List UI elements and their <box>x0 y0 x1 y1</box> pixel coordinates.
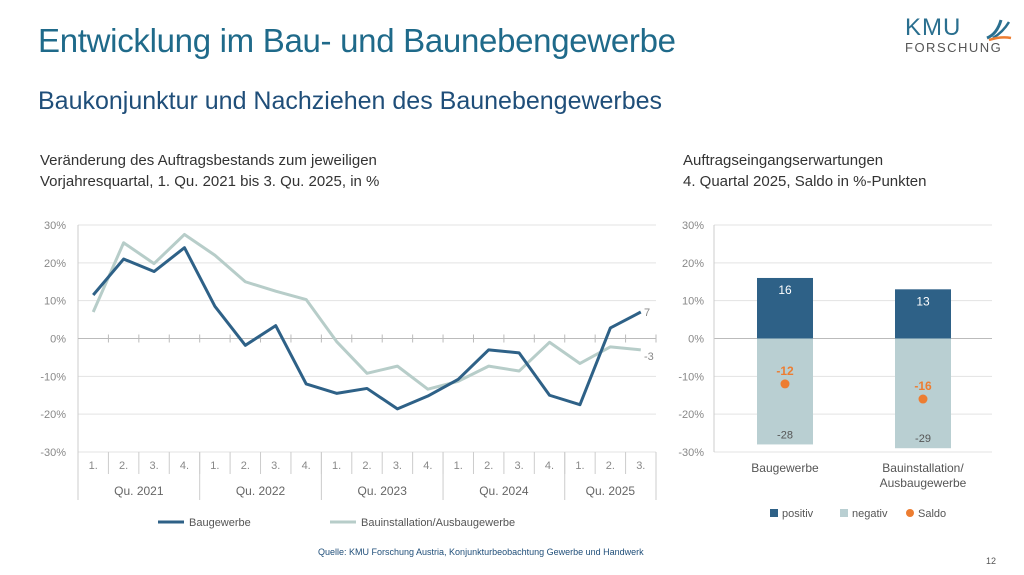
legend-label: Baugewerbe <box>189 517 251 529</box>
x-tick-label: 2. <box>241 460 250 472</box>
line-chart-title: Veränderung des Auftragsbestands zum jew… <box>40 150 379 192</box>
bar-label-negativ: -28 <box>777 429 793 441</box>
legend-label: negativ <box>852 508 888 520</box>
x-group-label: Qu. 2024 <box>479 484 529 498</box>
bar-label-positiv: 13 <box>916 294 930 308</box>
x-group-label: Qu. 2021 <box>114 484 164 498</box>
bar-positiv <box>895 289 951 339</box>
y-tick-label: 0% <box>50 334 66 346</box>
bar-positiv <box>757 277 813 339</box>
x-tick-label: 1. <box>332 460 341 472</box>
x-group-label: Qu. 2023 <box>358 484 408 498</box>
x-tick-label: 3. <box>515 460 524 472</box>
saldo-label: -16 <box>914 379 932 393</box>
legend-label: Saldo <box>918 508 946 520</box>
x-tick-label: 4. <box>302 460 311 472</box>
page-number: 12 <box>986 556 997 566</box>
x-tick-label: 2. <box>606 460 615 472</box>
line-chart-title-line-2: Vorjahresquartal, 1. Qu. 2021 bis 3. Qu.… <box>40 173 380 190</box>
x-tick-label: 2. <box>362 460 371 472</box>
bar-chart-title-line-1: Auftragseingangserwartungen <box>683 152 884 169</box>
logo-text-forschung: FORSCHUNG <box>905 40 1003 55</box>
y-tick-label: -10% <box>678 371 704 383</box>
saldo-marker <box>918 394 928 404</box>
x-category-label: Baugewerbe <box>751 461 819 475</box>
legend-label: Bauinstallation/Ausbaugewerbe <box>361 517 515 529</box>
legend-swatch <box>770 509 778 517</box>
line-chart-title-line-1: Veränderung des Auftragsbestands zum jew… <box>40 152 377 169</box>
legend-swatch <box>906 509 914 517</box>
x-tick-label: 3. <box>271 460 280 472</box>
y-tick-label: 30% <box>44 220 66 232</box>
x-category-label: Bauinstallation/ <box>882 461 964 475</box>
kmu-logo: KMU FORSCHUNG <box>905 14 1015 55</box>
source-note: Quelle: KMU Forschung Austria, Konjunktu… <box>318 547 644 557</box>
y-tick-label: -10% <box>40 371 66 383</box>
x-tick-label: 3. <box>149 460 158 472</box>
logo-text-kmu: KMU <box>905 14 962 41</box>
x-tick-label: 3. <box>636 460 645 472</box>
bar-label-positiv: 16 <box>778 283 792 297</box>
y-tick-label: -20% <box>678 409 704 421</box>
slide-subtitle: Baukonjunktur und Nachziehen des Baunebe… <box>38 87 663 115</box>
saldo-marker <box>780 379 790 389</box>
x-tick-label: 4. <box>545 460 554 472</box>
x-tick-label: 4. <box>423 460 432 472</box>
x-group-label: Qu. 2025 <box>586 484 636 498</box>
legend-label: positiv <box>782 508 814 520</box>
x-tick-label: 4. <box>180 460 189 472</box>
y-tick-label: -30% <box>678 447 704 459</box>
x-tick-label: 1. <box>575 460 584 472</box>
y-tick-label: -20% <box>40 409 66 421</box>
series-end-label: -3 <box>644 351 654 363</box>
x-tick-label: 2. <box>484 460 493 472</box>
y-tick-label: 0% <box>688 334 704 346</box>
series-line-bauinstallation-ausbaugewerbe <box>91 232 641 391</box>
x-group-label: Qu. 2022 <box>236 484 286 498</box>
series-end-label: 7 <box>644 307 650 319</box>
bar-chart-title: Auftragseingangserwartungen 4. Quartal 2… <box>683 150 927 192</box>
y-tick-label: 20% <box>44 258 66 270</box>
saldo-label: -12 <box>776 364 794 378</box>
bar-negativ <box>757 338 813 445</box>
y-tick-label: 30% <box>682 220 704 232</box>
x-tick-label: 1. <box>454 460 463 472</box>
bar-chart-title-line-2: 4. Quartal 2025, Saldo in %-Punkten <box>683 173 927 190</box>
x-tick-label: 1. <box>89 460 98 472</box>
y-tick-label: 10% <box>44 296 66 308</box>
series-line-baugewerbe <box>92 246 642 411</box>
x-tick-label: 2. <box>119 460 128 472</box>
bar-label-negativ: -29 <box>915 433 931 445</box>
x-tick-label: 1. <box>210 460 219 472</box>
bar-negativ <box>895 338 951 449</box>
y-tick-label: 20% <box>682 258 704 270</box>
logo-swoosh-icon <box>986 19 1012 42</box>
x-category-label: Ausbaugewerbe <box>880 476 967 490</box>
x-tick-label: 3. <box>393 460 402 472</box>
slide-title: Entwicklung im Bau- und Baunebengewerbe <box>38 22 676 59</box>
y-tick-label: 10% <box>682 296 704 308</box>
legend-swatch <box>840 509 848 517</box>
y-tick-label: -30% <box>40 447 66 459</box>
